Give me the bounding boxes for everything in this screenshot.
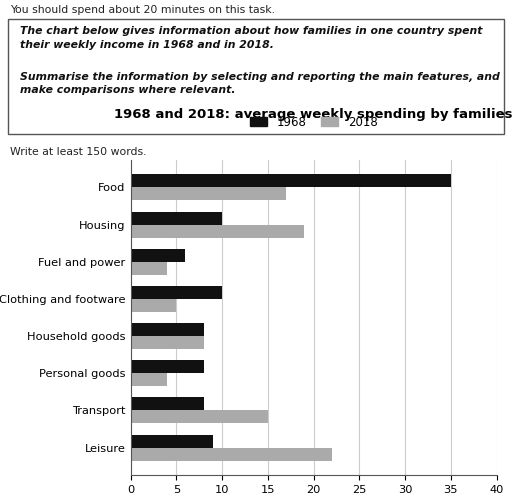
Legend: 1968, 2018: 1968, 2018 — [245, 111, 382, 133]
Bar — [131, 374, 167, 386]
Bar — [131, 434, 213, 448]
Bar — [131, 262, 167, 274]
Bar — [131, 398, 204, 410]
Text: Write at least 150 words.: Write at least 150 words. — [10, 147, 147, 157]
Bar — [131, 212, 222, 224]
Text: Summarise the information by selecting and reporting the main features, and
make: Summarise the information by selecting a… — [20, 72, 500, 96]
Bar — [131, 224, 305, 237]
Bar — [131, 323, 204, 336]
Bar — [131, 410, 268, 424]
Bar — [131, 336, 204, 349]
Text: The chart below gives information about how families in one country spent
their : The chart below gives information about … — [20, 26, 483, 50]
Bar — [131, 174, 451, 188]
Bar — [131, 360, 204, 374]
Title: 1968 and 2018: average weekly spending by families: 1968 and 2018: average weekly spending b… — [114, 108, 512, 122]
FancyBboxPatch shape — [8, 20, 504, 134]
Bar — [131, 248, 185, 262]
Bar — [131, 448, 332, 460]
Text: You should spend about 20 minutes on this task.: You should spend about 20 minutes on thi… — [10, 4, 275, 15]
Bar — [131, 286, 222, 299]
Bar — [131, 299, 176, 312]
Bar — [131, 188, 286, 200]
